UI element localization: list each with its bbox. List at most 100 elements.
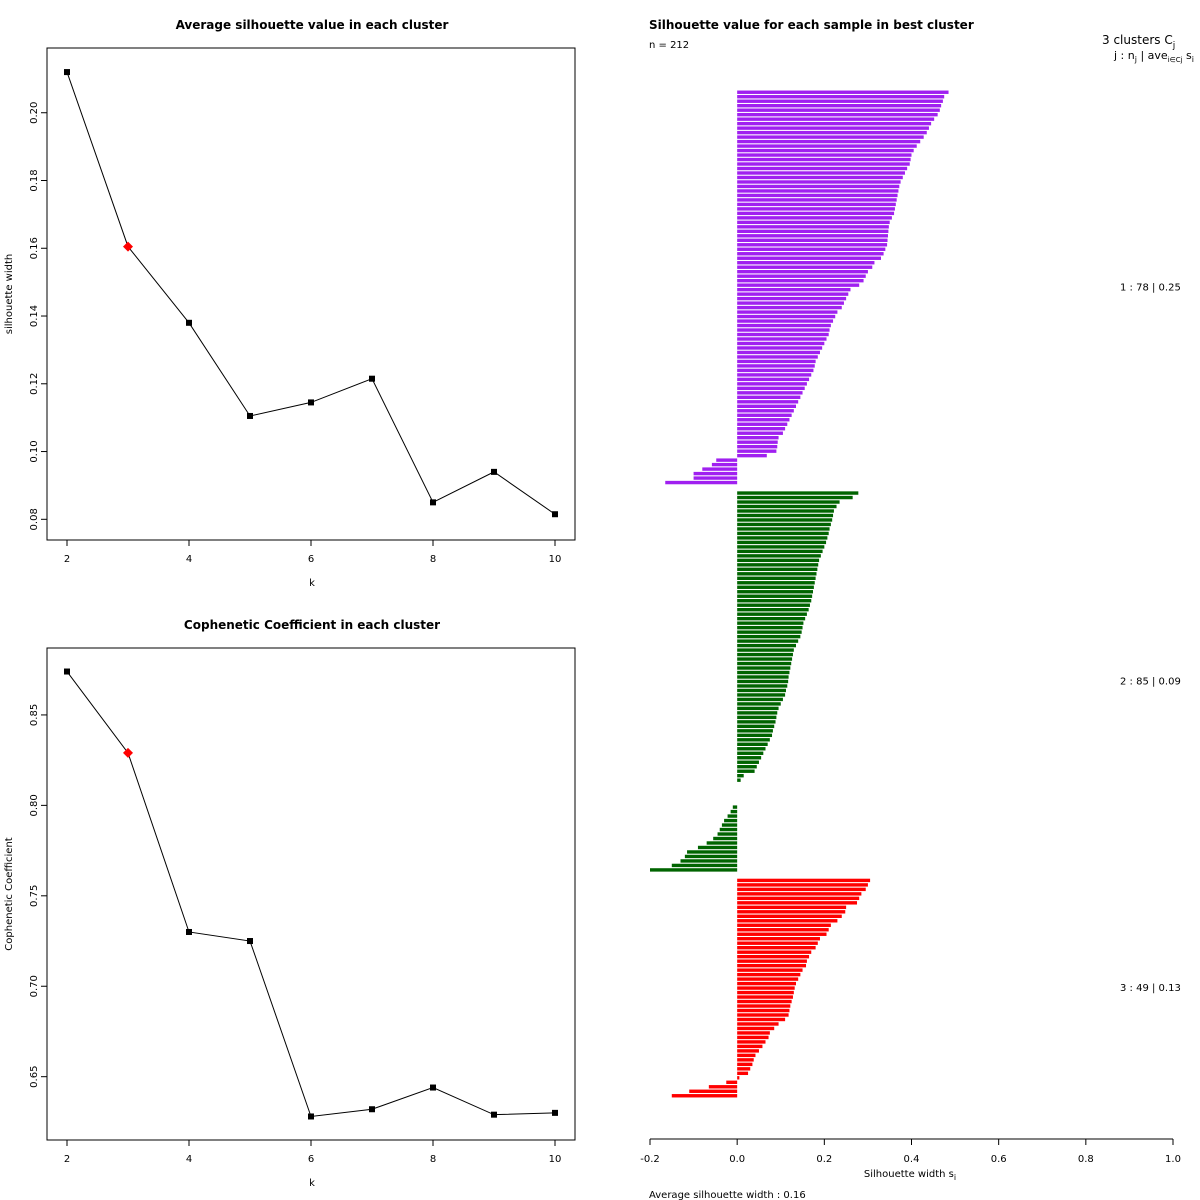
silhouette-bar [687, 850, 738, 854]
silhouette-bar [732, 805, 738, 809]
silhouette-bar [737, 901, 858, 905]
silhouette-bar [737, 171, 905, 175]
silhouette-bar [737, 769, 755, 773]
silhouette-bar [737, 166, 908, 171]
silhouette-bar [737, 287, 851, 292]
silhouette-bar [737, 765, 757, 769]
silhouette-bar [737, 1067, 751, 1071]
data-point [64, 69, 70, 76]
silhouette-bar [737, 945, 816, 950]
avg-silhouette-plot-frame [46, 47, 576, 541]
silhouette-bar [737, 364, 815, 368]
silhouette-bar [737, 404, 797, 409]
avg-silhouette-title: Average silhouette value in each cluster [176, 18, 449, 32]
silhouette-bar [737, 778, 741, 782]
y-tick-label: 0.18 [29, 169, 40, 191]
silhouette-bar [737, 928, 829, 932]
average-silhouette-footer: Average silhouette width : 0.16 [649, 1190, 806, 1200]
x-tick-label: 0.4 [904, 1154, 920, 1165]
silhouette-bar [737, 1044, 763, 1049]
silhouette-bar [737, 1040, 766, 1044]
silhouette-bar [737, 103, 942, 108]
x-tick-label: 10 [549, 554, 562, 565]
silhouette-bar [737, 328, 830, 332]
x-tick-label: -0.2 [640, 1154, 660, 1165]
y-tick-label: 0.65 [29, 1066, 40, 1088]
silhouette-bar [737, 431, 783, 435]
silhouette-bar [737, 738, 770, 742]
silhouette-bar [737, 220, 890, 225]
x-tick-label: 0.0 [729, 1154, 745, 1165]
silhouette-bar [737, 117, 935, 121]
avg-silhouette-ylabel: silhouette width [4, 254, 15, 334]
silhouette-bar [737, 1076, 740, 1080]
silhouette-bar [737, 625, 803, 630]
silhouette-bar [737, 919, 838, 923]
silhouette-bar [693, 471, 738, 476]
silhouette-bar [737, 332, 829, 337]
silhouette-bar [737, 576, 816, 581]
data-point [247, 938, 253, 945]
y-tick-label: 0.20 [29, 102, 40, 124]
silhouette-bar [737, 729, 773, 733]
silhouette-bar [737, 395, 801, 400]
silhouette-bar [737, 449, 777, 453]
silhouette-bar [737, 323, 831, 328]
silhouette-bar [737, 999, 792, 1004]
silhouette-bar [737, 585, 814, 589]
silhouette-bar [737, 981, 797, 986]
silhouette-bar [737, 256, 881, 260]
cophenetic-line [66, 671, 556, 1118]
silhouette-bar [737, 567, 818, 572]
silhouette-bar [719, 827, 738, 832]
x-tick-label: 6 [308, 554, 314, 565]
silhouette-bar [737, 648, 794, 652]
silhouette-bar [737, 184, 900, 189]
x-tick-label: 2 [64, 554, 70, 565]
silhouette-bar [737, 126, 929, 130]
silhouette-bar [737, 175, 903, 180]
silhouette-bar [737, 581, 815, 585]
x-tick-label: 8 [430, 1154, 436, 1165]
silhouette-bar [737, 932, 827, 936]
silhouette-bar [737, 621, 804, 625]
silhouette-bar [737, 954, 810, 959]
silhouette-bar [737, 1062, 753, 1067]
silhouette-bar [737, 341, 825, 346]
best-k-point [123, 241, 133, 252]
silhouette-bar [737, 657, 793, 661]
silhouette-bar [737, 1004, 791, 1008]
silhouette-bar [706, 841, 738, 845]
silhouette-bar [726, 1080, 738, 1085]
silhouette-bar [737, 238, 888, 243]
silhouette-bar [650, 868, 738, 872]
silhouette-bar [737, 1071, 749, 1076]
cluster-legend-entry: 2 : 85 | 0.09 [1120, 676, 1181, 687]
silhouette-bar [737, 545, 825, 549]
silhouette-bar [737, 314, 836, 319]
silhouette-bar [737, 760, 759, 764]
silhouette-bar [737, 990, 794, 995]
silhouette-bar [737, 1049, 759, 1053]
silhouette-bar [737, 639, 799, 643]
data-point [369, 375, 375, 382]
data-point [430, 499, 436, 506]
y-tick-label: 0.70 [29, 975, 40, 997]
silhouette-bar [737, 607, 809, 612]
x-tick-label: 4 [186, 1154, 192, 1165]
silhouette-bar [737, 773, 744, 778]
silhouette-bar [737, 90, 949, 94]
y-tick-label: 0.75 [29, 885, 40, 907]
silhouette-bar [737, 283, 860, 287]
silhouette-bar [737, 666, 791, 670]
data-point [491, 1111, 497, 1118]
silhouette-bar [737, 1035, 769, 1040]
silhouette-bar [737, 941, 818, 945]
cophenetic-ylabel: Cophenetic Coefficient [4, 837, 15, 950]
silhouette-bar [737, 310, 838, 314]
silhouette-bar [737, 720, 776, 724]
silhouette-bar [737, 630, 802, 634]
silhouette-bar [737, 652, 793, 657]
silhouette-bar [737, 1026, 775, 1031]
data-point [552, 1109, 558, 1116]
